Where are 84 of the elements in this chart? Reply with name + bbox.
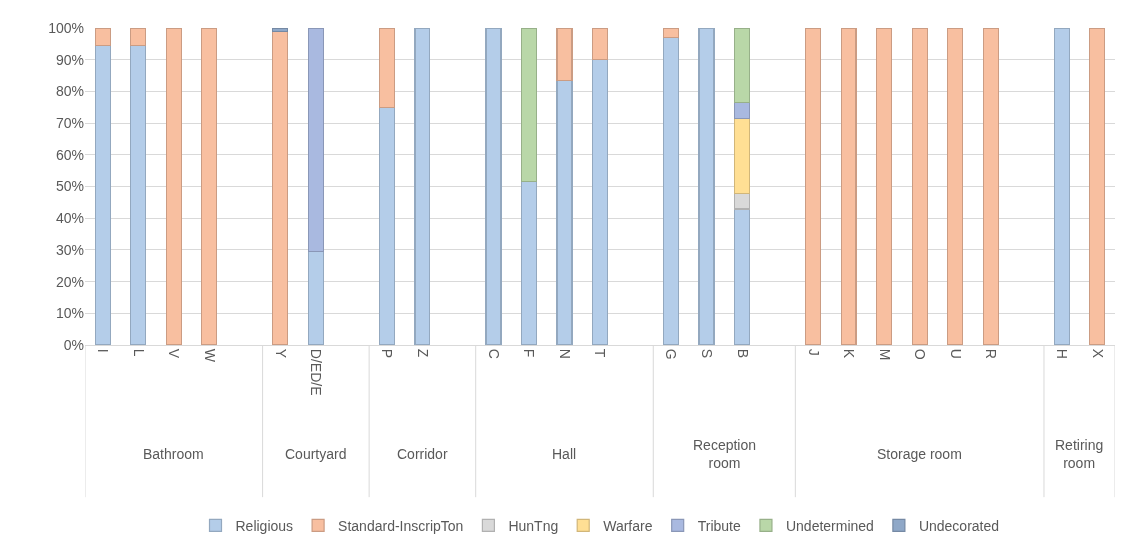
- x-tick-label: N: [556, 348, 573, 359]
- bar: [130, 45, 147, 345]
- bar: [734, 28, 751, 104]
- y-tick-label: 80%: [55, 83, 84, 100]
- bar: [734, 118, 751, 194]
- x-tick-label: G: [663, 348, 680, 360]
- bar: [911, 28, 928, 345]
- bar: [734, 102, 751, 120]
- bar: [272, 31, 289, 345]
- bar: [307, 28, 324, 252]
- bar: [520, 180, 538, 345]
- bar: [272, 28, 289, 33]
- x-tick-label: K: [841, 348, 858, 359]
- x-tick-label: I: [95, 348, 112, 353]
- legend-label: HunTng: [508, 517, 559, 534]
- x-tick-label: S: [699, 348, 715, 359]
- bar: [556, 28, 573, 81]
- bar: [201, 28, 218, 345]
- x-tick-label: J: [805, 348, 822, 356]
- bar: [378, 28, 395, 108]
- x-tick-label: L: [130, 348, 147, 357]
- bar: [94, 28, 111, 47]
- bar: [591, 59, 609, 345]
- x-tick-label: D/ED/E: [308, 348, 325, 396]
- bar: [414, 28, 431, 345]
- y-tick-label: 50%: [55, 178, 84, 195]
- bar: [805, 28, 822, 345]
- x-tick-label: V: [166, 348, 183, 359]
- x-tick-label: U: [947, 348, 964, 359]
- x-tick-label: X: [1089, 348, 1106, 359]
- y-tick-label: 60%: [55, 146, 84, 163]
- bar: [130, 28, 147, 47]
- y-tick-label: 0%: [63, 336, 84, 353]
- bar: [556, 79, 573, 345]
- bar: [876, 28, 893, 345]
- x-tick-label: Z: [414, 348, 431, 358]
- bar: [698, 28, 715, 345]
- text: Bathroom: [143, 446, 204, 462]
- bar: [662, 37, 680, 345]
- bar: [1053, 28, 1070, 345]
- text: Corridor: [397, 446, 448, 462]
- bar: [94, 45, 111, 345]
- bar: [947, 28, 964, 345]
- x-tick-label: F: [521, 348, 538, 358]
- legend-label: Undecorated: [918, 517, 1000, 534]
- bar: [591, 28, 609, 61]
- bar: [485, 28, 502, 345]
- y-tick-label: 40%: [55, 210, 84, 227]
- y-tick-label: 30%: [55, 241, 84, 258]
- bar: [307, 250, 324, 345]
- x-tick-label: O: [912, 348, 929, 360]
- x-tick-label: R: [983, 348, 1000, 359]
- x-tick-label: T: [592, 348, 609, 358]
- x-tick-label: Y: [272, 348, 289, 359]
- x-tick-label: H: [1054, 348, 1071, 359]
- x-tick-label: M: [876, 348, 893, 361]
- text: Hall: [552, 446, 577, 462]
- y-tick-label: 90%: [55, 51, 84, 68]
- bar: [840, 28, 857, 345]
- y-tick-label: 10%: [55, 305, 84, 322]
- y-tick-label: 70%: [55, 115, 84, 131]
- legend-label: Standard-InscripTon: [338, 517, 464, 534]
- text: Reception room: [693, 437, 757, 472]
- bar: [520, 28, 538, 183]
- bar: [1089, 28, 1106, 345]
- legend-label: Tribute: [697, 517, 741, 534]
- bar: [982, 28, 999, 345]
- legend-label: Warfare: [603, 517, 653, 534]
- legend-label: Religious: [235, 517, 294, 534]
- x-tick-label: C: [485, 348, 502, 359]
- x-tick-label: W: [201, 348, 218, 363]
- bar: [165, 28, 182, 345]
- y-tick-label: 20%: [55, 273, 84, 290]
- text: Courtyard: [285, 446, 347, 462]
- text: Storage room: [877, 446, 962, 462]
- bar: [734, 208, 751, 345]
- y-tick-label: 100%: [48, 19, 84, 36]
- legend-label: Undetermined: [785, 517, 874, 534]
- text: Retiring room: [1055, 437, 1104, 472]
- bar: [662, 28, 680, 39]
- x-tick-label: P: [379, 348, 396, 359]
- x-tick-label: B: [734, 348, 751, 359]
- bar: [734, 192, 751, 210]
- bar: [378, 106, 395, 345]
